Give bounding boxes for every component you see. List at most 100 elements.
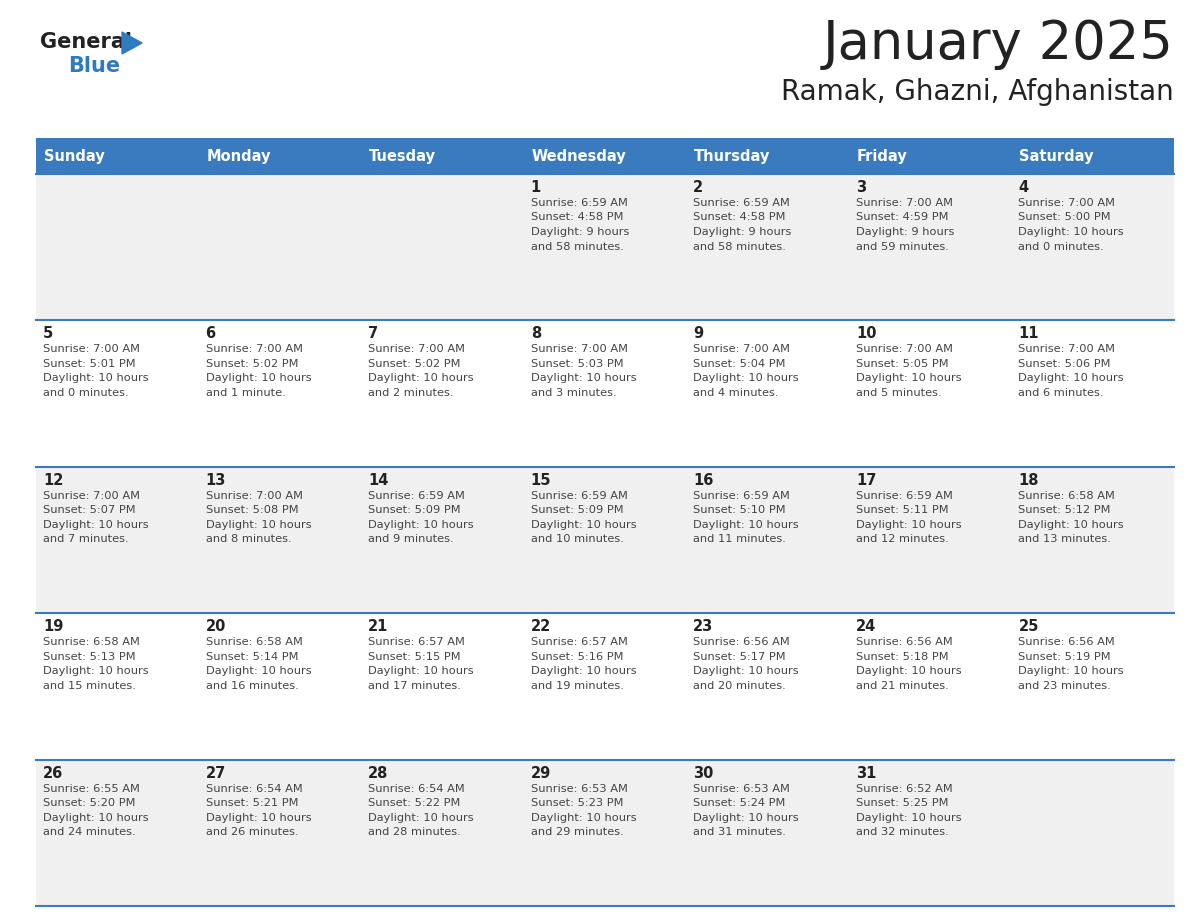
Text: Daylight: 10 hours: Daylight: 10 hours <box>43 666 148 677</box>
Text: and 23 minutes.: and 23 minutes. <box>1018 681 1111 690</box>
Text: Sunset: 5:09 PM: Sunset: 5:09 PM <box>368 505 461 515</box>
Text: Sunset: 5:02 PM: Sunset: 5:02 PM <box>206 359 298 369</box>
Text: Sunrise: 6:59 AM: Sunrise: 6:59 AM <box>531 198 627 208</box>
Text: Sunset: 5:02 PM: Sunset: 5:02 PM <box>368 359 461 369</box>
Text: and 17 minutes.: and 17 minutes. <box>368 681 461 690</box>
Text: and 58 minutes.: and 58 minutes. <box>694 241 786 252</box>
Bar <box>1011 138 1174 174</box>
Text: Sunset: 5:12 PM: Sunset: 5:12 PM <box>1018 505 1111 515</box>
Bar <box>361 138 524 174</box>
Text: Sunrise: 6:53 AM: Sunrise: 6:53 AM <box>694 784 790 793</box>
Text: Daylight: 10 hours: Daylight: 10 hours <box>694 666 798 677</box>
Bar <box>36 138 198 174</box>
Text: 17: 17 <box>855 473 877 487</box>
Text: Sunrise: 6:53 AM: Sunrise: 6:53 AM <box>531 784 627 793</box>
Text: 21: 21 <box>368 620 388 634</box>
Text: Daylight: 10 hours: Daylight: 10 hours <box>368 374 474 384</box>
Text: and 21 minutes.: and 21 minutes. <box>855 681 948 690</box>
Text: and 1 minute.: and 1 minute. <box>206 388 285 397</box>
Text: Daylight: 10 hours: Daylight: 10 hours <box>694 374 798 384</box>
Text: Sunset: 5:00 PM: Sunset: 5:00 PM <box>1018 212 1111 222</box>
Text: 29: 29 <box>531 766 551 780</box>
Text: Sunrise: 7:00 AM: Sunrise: 7:00 AM <box>531 344 627 354</box>
Text: Sunset: 5:04 PM: Sunset: 5:04 PM <box>694 359 785 369</box>
Text: Daylight: 10 hours: Daylight: 10 hours <box>694 520 798 530</box>
Text: 12: 12 <box>43 473 63 487</box>
Text: and 13 minutes.: and 13 minutes. <box>1018 534 1111 544</box>
Text: and 24 minutes.: and 24 minutes. <box>43 827 135 837</box>
Text: Sunrise: 6:56 AM: Sunrise: 6:56 AM <box>694 637 790 647</box>
Bar <box>36 174 1174 320</box>
Text: Sunset: 5:09 PM: Sunset: 5:09 PM <box>531 505 624 515</box>
Text: Daylight: 10 hours: Daylight: 10 hours <box>43 520 148 530</box>
Text: Daylight: 10 hours: Daylight: 10 hours <box>855 666 961 677</box>
Text: Daylight: 10 hours: Daylight: 10 hours <box>855 520 961 530</box>
Text: Daylight: 10 hours: Daylight: 10 hours <box>206 812 311 823</box>
Bar <box>36 320 1174 466</box>
Text: Sunset: 5:03 PM: Sunset: 5:03 PM <box>531 359 624 369</box>
Text: Sunrise: 6:59 AM: Sunrise: 6:59 AM <box>531 491 627 501</box>
Text: 5: 5 <box>43 327 53 341</box>
Text: and 9 minutes.: and 9 minutes. <box>368 534 454 544</box>
Text: 26: 26 <box>43 766 63 780</box>
Text: 7: 7 <box>368 327 378 341</box>
Text: 30: 30 <box>694 766 714 780</box>
Text: and 10 minutes.: and 10 minutes. <box>531 534 624 544</box>
Text: 20: 20 <box>206 620 226 634</box>
Text: Sunrise: 7:00 AM: Sunrise: 7:00 AM <box>855 198 953 208</box>
Text: Sunset: 4:58 PM: Sunset: 4:58 PM <box>694 212 785 222</box>
Text: Sunrise: 6:54 AM: Sunrise: 6:54 AM <box>206 784 302 793</box>
Text: Daylight: 10 hours: Daylight: 10 hours <box>1018 374 1124 384</box>
Text: Sunrise: 7:00 AM: Sunrise: 7:00 AM <box>206 344 303 354</box>
Text: and 29 minutes.: and 29 minutes. <box>531 827 624 837</box>
Text: Sunrise: 7:00 AM: Sunrise: 7:00 AM <box>1018 198 1116 208</box>
Polygon shape <box>122 32 143 54</box>
Text: Daylight: 10 hours: Daylight: 10 hours <box>531 666 637 677</box>
Text: Sunset: 4:58 PM: Sunset: 4:58 PM <box>531 212 624 222</box>
Text: and 11 minutes.: and 11 minutes. <box>694 534 786 544</box>
Text: Sunset: 5:20 PM: Sunset: 5:20 PM <box>43 798 135 808</box>
Text: Daylight: 10 hours: Daylight: 10 hours <box>855 374 961 384</box>
Text: 16: 16 <box>694 473 714 487</box>
Text: Sunrise: 6:58 AM: Sunrise: 6:58 AM <box>206 637 303 647</box>
Text: Sunset: 5:10 PM: Sunset: 5:10 PM <box>694 505 786 515</box>
Text: Sunrise: 6:55 AM: Sunrise: 6:55 AM <box>43 784 140 793</box>
Text: Daylight: 10 hours: Daylight: 10 hours <box>206 666 311 677</box>
Text: Sunset: 5:16 PM: Sunset: 5:16 PM <box>531 652 624 662</box>
Text: 25: 25 <box>1018 620 1038 634</box>
Bar <box>36 613 1174 759</box>
Text: and 26 minutes.: and 26 minutes. <box>206 827 298 837</box>
Text: and 3 minutes.: and 3 minutes. <box>531 388 617 397</box>
Bar <box>198 138 361 174</box>
Text: and 0 minutes.: and 0 minutes. <box>43 388 128 397</box>
Text: Sunrise: 6:59 AM: Sunrise: 6:59 AM <box>855 491 953 501</box>
Text: Sunrise: 6:59 AM: Sunrise: 6:59 AM <box>694 198 790 208</box>
Text: Sunset: 5:11 PM: Sunset: 5:11 PM <box>855 505 948 515</box>
Text: 14: 14 <box>368 473 388 487</box>
Text: Sunset: 5:24 PM: Sunset: 5:24 PM <box>694 798 785 808</box>
Text: Sunset: 5:01 PM: Sunset: 5:01 PM <box>43 359 135 369</box>
Text: Sunset: 5:25 PM: Sunset: 5:25 PM <box>855 798 948 808</box>
Text: 6: 6 <box>206 327 216 341</box>
Text: and 31 minutes.: and 31 minutes. <box>694 827 786 837</box>
Text: 19: 19 <box>43 620 63 634</box>
Text: Daylight: 10 hours: Daylight: 10 hours <box>43 374 148 384</box>
Text: 3: 3 <box>855 180 866 195</box>
Text: and 0 minutes.: and 0 minutes. <box>1018 241 1104 252</box>
Text: 23: 23 <box>694 620 714 634</box>
Text: Sunset: 5:14 PM: Sunset: 5:14 PM <box>206 652 298 662</box>
Text: and 20 minutes.: and 20 minutes. <box>694 681 786 690</box>
Bar <box>687 138 849 174</box>
Text: Daylight: 10 hours: Daylight: 10 hours <box>531 374 637 384</box>
Text: 28: 28 <box>368 766 388 780</box>
Text: Sunrise: 7:00 AM: Sunrise: 7:00 AM <box>855 344 953 354</box>
Text: and 15 minutes.: and 15 minutes. <box>43 681 135 690</box>
Text: Sunset: 5:18 PM: Sunset: 5:18 PM <box>855 652 948 662</box>
Text: Daylight: 10 hours: Daylight: 10 hours <box>531 812 637 823</box>
Text: Daylight: 10 hours: Daylight: 10 hours <box>206 520 311 530</box>
Text: 1: 1 <box>531 180 541 195</box>
Text: 15: 15 <box>531 473 551 487</box>
Text: and 6 minutes.: and 6 minutes. <box>1018 388 1104 397</box>
Text: Sunrise: 7:00 AM: Sunrise: 7:00 AM <box>43 344 140 354</box>
Text: 8: 8 <box>531 327 541 341</box>
